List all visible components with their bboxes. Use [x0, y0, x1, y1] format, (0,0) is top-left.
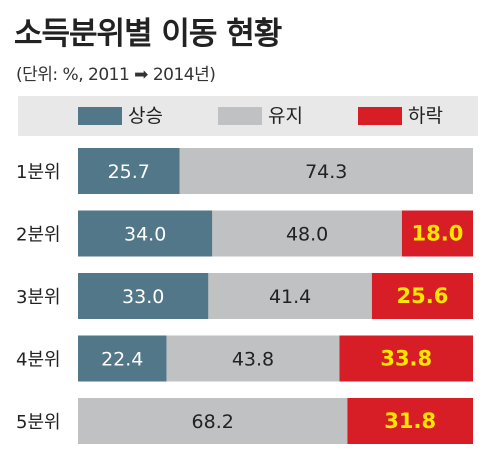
bar-segment — [78, 148, 180, 194]
bar-segment — [166, 335, 340, 382]
data-label: 68.2 — [192, 411, 234, 433]
data-label: 18.0 — [412, 222, 464, 246]
data-label: 34.0 — [124, 224, 166, 246]
legend-swatch-up — [78, 107, 122, 125]
legend-label-up: 상승 — [128, 105, 163, 127]
bar-segment — [339, 335, 473, 382]
bar-segment — [78, 273, 209, 319]
data-label: 41.4 — [269, 286, 311, 308]
data-label: 48.0 — [286, 224, 328, 246]
row-label: 2분위 — [16, 225, 61, 246]
data-label: 74.3 — [305, 161, 347, 183]
legend: 상승 유지 하락 — [18, 96, 478, 136]
row-label: 3분위 — [16, 287, 61, 308]
legend-label-down: 하락 — [408, 105, 443, 127]
data-label: 22.4 — [101, 349, 143, 371]
row-label: 4분위 — [16, 350, 61, 371]
legend-swatch-down — [358, 107, 402, 125]
row-label: 1분위 — [16, 162, 61, 183]
data-label: 25.7 — [108, 161, 150, 183]
bar-segment — [179, 148, 473, 194]
bar-segment — [212, 210, 402, 257]
legend-swatch-stay — [218, 107, 262, 125]
bar-segment — [347, 398, 473, 444]
chart-title: 소득분위별 이동 현황 — [14, 16, 282, 52]
data-label: 33.0 — [122, 286, 164, 308]
data-label: 33.8 — [380, 347, 432, 371]
legend-label-stay: 유지 — [268, 105, 303, 127]
bar-segment — [371, 273, 473, 319]
data-label: 31.8 — [384, 409, 436, 433]
bar-segment — [208, 273, 372, 319]
bar-segment — [78, 210, 213, 257]
bar-segment — [401, 210, 473, 257]
chart-subtitle: (단위: %, 2011 ➡ 2014년) — [16, 65, 216, 85]
bar-segment — [78, 398, 348, 444]
data-label: 25.6 — [397, 284, 449, 308]
bar-segment — [78, 335, 167, 382]
row-label: 5분위 — [16, 412, 61, 433]
data-label: 43.8 — [232, 349, 274, 371]
